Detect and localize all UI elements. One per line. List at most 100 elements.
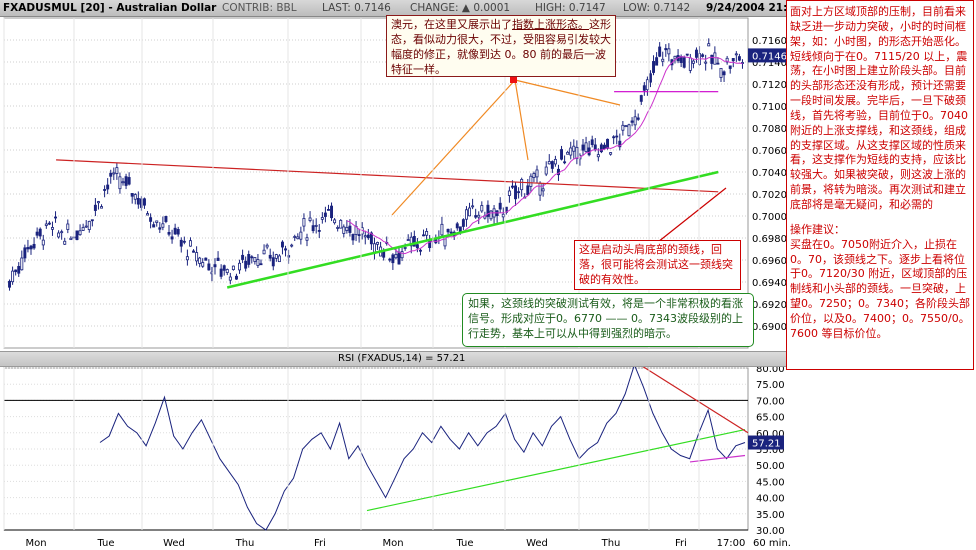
candle-body xyxy=(247,254,251,265)
candle-body xyxy=(388,258,392,261)
candle-body xyxy=(553,159,557,165)
candle-body xyxy=(461,219,465,227)
annotation-exponential-pre: 澳元，在这里又展示出了 xyxy=(391,18,512,31)
candle-body xyxy=(26,247,30,250)
candle-body xyxy=(192,250,196,253)
candle-body xyxy=(225,269,229,273)
candle-body xyxy=(238,262,242,271)
candle-body xyxy=(501,213,505,218)
candle-body xyxy=(357,234,361,237)
rsi-tick-label: 40.00 xyxy=(756,494,785,505)
x-tick-label: Mon xyxy=(25,538,46,549)
price-tick-label: 0.6980 xyxy=(752,234,787,245)
rsi-tick-label: 70.00 xyxy=(756,396,785,407)
candle-body xyxy=(29,245,33,250)
candle-body xyxy=(446,228,450,233)
candle-body xyxy=(314,224,318,227)
candle-body xyxy=(391,254,395,264)
candle-body xyxy=(290,244,294,247)
x-tick-label: Wed xyxy=(163,538,185,549)
candle-body xyxy=(121,181,125,184)
candle-body xyxy=(188,240,192,247)
candle-body xyxy=(685,53,689,56)
candle-body xyxy=(538,182,542,196)
price-tick-label: 0.7140 xyxy=(752,58,787,69)
arrow-line xyxy=(391,79,516,216)
candle-body xyxy=(694,49,698,58)
candle-body xyxy=(599,144,603,153)
arrow-line xyxy=(657,187,727,243)
candle-body xyxy=(449,231,453,234)
high-label: HIGH: 0.7147 xyxy=(535,2,606,14)
candle-body xyxy=(369,232,373,245)
x-tick-label: 17:00 xyxy=(717,538,746,549)
price-tick-label: 0.7100 xyxy=(752,102,787,113)
candle-body xyxy=(397,251,401,265)
candle-body xyxy=(38,228,42,237)
candle-body xyxy=(253,257,257,262)
candle-body xyxy=(311,225,315,232)
candle-body xyxy=(256,259,260,266)
candle-body xyxy=(185,256,189,261)
rsi-line xyxy=(99,363,746,531)
candle-body xyxy=(480,205,484,212)
candle-body xyxy=(103,189,107,191)
candle-body xyxy=(572,145,576,152)
candle-body xyxy=(81,227,85,231)
rsi-tick-label: 30.00 xyxy=(756,526,785,537)
candle-body xyxy=(112,172,116,175)
candle-body xyxy=(351,234,355,241)
candle-body xyxy=(624,125,628,128)
candle-body xyxy=(633,116,637,126)
candle-body xyxy=(320,217,324,220)
candle-body xyxy=(544,166,548,175)
candle-body xyxy=(158,227,162,230)
candle-body xyxy=(734,53,738,56)
candle-body xyxy=(179,239,183,247)
last-price-marker xyxy=(748,48,788,63)
support-trendline xyxy=(226,170,719,289)
candle-body xyxy=(155,220,159,223)
price-tick-label: 0.7000 xyxy=(752,212,787,223)
candle-body xyxy=(330,205,334,219)
candle-body xyxy=(415,244,419,249)
candle-body xyxy=(422,234,426,237)
candle-body xyxy=(722,71,726,76)
candle-body xyxy=(262,249,266,255)
candle-body xyxy=(725,57,729,63)
candle-body xyxy=(394,253,398,259)
candle-body xyxy=(406,239,410,241)
price-tick-label: 0.6940 xyxy=(752,278,787,289)
candle-body xyxy=(47,222,51,225)
candle-body xyxy=(231,265,235,270)
annotation-outlook-text: 面对上方区域顶部的压制，目前看来缺乏进一步动力突破，小时的时间框架，如：小时图，… xyxy=(790,5,968,211)
rsi-tick-label: 80.00 xyxy=(756,364,785,375)
annotation-trade-advice: 操作建议： 买盘在0。7050附近介入，止损在0。70，该颈线之下。逐步上看将位… xyxy=(790,222,970,340)
annotation-neckline: 这是启动头肩底部的颈线，回落，很可能将会测试这一颈线突破的有效性。 xyxy=(574,240,741,290)
x-tick-label: Thu xyxy=(235,538,255,549)
candle-body xyxy=(96,201,100,204)
x-tick-label: 60 min. xyxy=(753,538,791,549)
candle-body xyxy=(400,251,404,259)
candle-body xyxy=(20,257,24,271)
candle-body xyxy=(339,220,343,229)
rsi-last-marker xyxy=(748,435,784,450)
candle-body xyxy=(498,202,502,210)
candle-body xyxy=(630,120,634,123)
change-label: CHANGE: ▲ 0.0001 xyxy=(410,2,511,14)
rsi-tick-label: 55.00 xyxy=(756,445,785,456)
candle-body xyxy=(280,241,284,248)
candle-body xyxy=(710,54,714,64)
x-tick-label: Thu xyxy=(601,538,621,549)
candle-body xyxy=(66,223,70,230)
candle-body xyxy=(323,212,327,217)
candle-body xyxy=(590,139,594,145)
candle-body xyxy=(336,227,340,229)
candle-body xyxy=(514,185,518,200)
annotation-outlook-panel: 面对上方区域顶部的压制，目前看来缺乏进一步动力突破，小时的时间框架，如：小时图，… xyxy=(786,0,974,370)
candle-body xyxy=(8,280,12,288)
annotation-exponential-underlined: 指数上涨形态。 xyxy=(512,18,589,31)
candle-body xyxy=(164,215,168,222)
rsi-title-bar: RSI (FXADUS,14) = 57.21 xyxy=(0,351,790,367)
